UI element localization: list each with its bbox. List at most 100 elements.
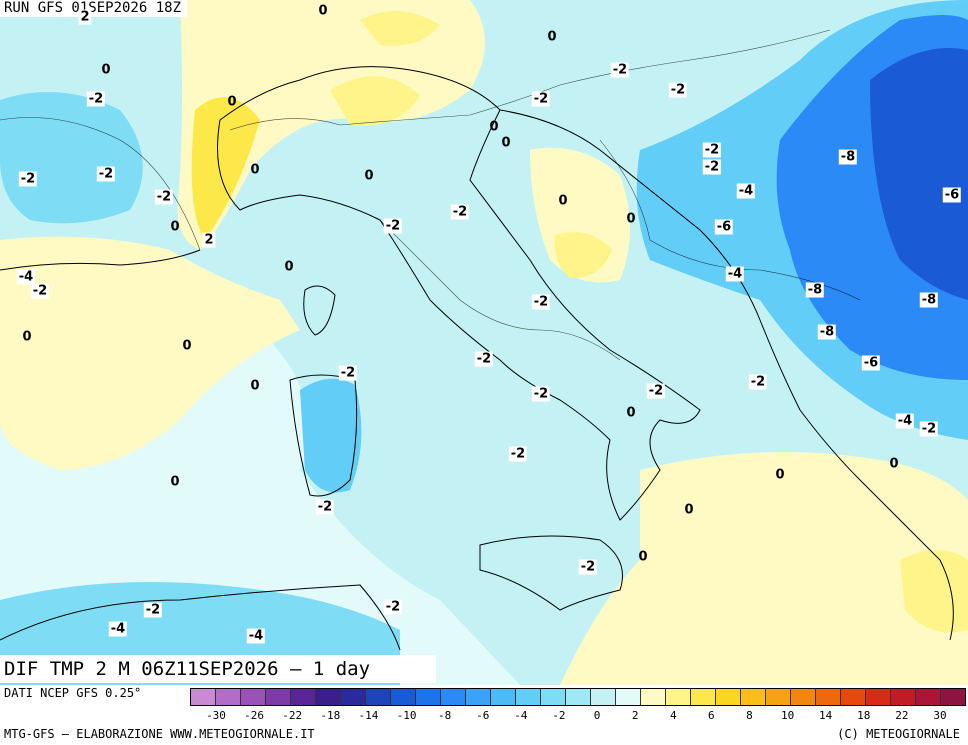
map-value-label: -2 [315, 499, 335, 515]
map-value-label: -2 [748, 374, 768, 390]
color-scale-tick-label: -10 [396, 709, 417, 722]
color-swatch [641, 689, 666, 705]
color-swatch [266, 689, 291, 705]
map-value-label: 0 [547, 29, 557, 45]
positive-core-north2 [360, 11, 440, 46]
credit-left: MTG-GFS — ELABORAZIONE WWW.METEOGIORNALE… [4, 727, 315, 741]
color-scale-tick-label: -6 [476, 709, 490, 722]
color-swatch [191, 689, 216, 705]
map-value-label: 0 [170, 219, 180, 235]
color-scale-tick-label: 2 [631, 709, 639, 722]
color-scale-tick-label: -18 [320, 709, 341, 722]
positive-region-southeast [560, 452, 968, 685]
map-value-label: 0 [170, 474, 180, 490]
map-value-label: -2 [143, 602, 163, 618]
color-scale-tick-label: -8 [438, 709, 452, 722]
color-swatch [816, 689, 841, 705]
map-value-label: 0 [227, 94, 237, 110]
run-label: RUN GFS 01SEP2026 18Z [0, 0, 188, 17]
positive-core-north [330, 76, 420, 126]
map-value-label: -2 [702, 142, 722, 158]
color-scale-tick-label: -26 [244, 709, 265, 722]
color-swatch [541, 689, 566, 705]
map-value-label: 0 [558, 193, 568, 209]
color-scale [190, 688, 966, 706]
color-swatch [441, 689, 466, 705]
map-value-label: -2 [383, 599, 403, 615]
color-scale-ticks: -30 -26 -22 -18 -14 -10 -8 -6 -4 -2 0 2 4 6 8 10 14 18 22 3… [190, 709, 966, 723]
map-value-label: -2 [531, 294, 551, 310]
credit-right: (C) METEOGIORNALE [837, 727, 960, 741]
map-value-label: -8 [817, 324, 837, 340]
color-scale-tick-label: 0 [593, 709, 601, 722]
map-value-label: 0 [501, 135, 511, 151]
color-swatch [491, 689, 516, 705]
map-value-label: 0 [364, 168, 374, 184]
map-value-label: 0 [284, 259, 294, 275]
color-scale-tick-label: 22 [895, 709, 909, 722]
map-value-label: 0 [250, 378, 260, 394]
map-value-label: 0 [775, 467, 785, 483]
map-value-label: -6 [714, 219, 734, 235]
temperature-anomaly-map [0, 0, 968, 685]
color-scale-tick-label: -14 [358, 709, 379, 722]
map-value-label: -2 [383, 218, 403, 234]
color-swatch [741, 689, 766, 705]
map-value-label: -4 [725, 266, 745, 282]
color-swatch [516, 689, 541, 705]
color-swatch [916, 689, 941, 705]
map-value-label: -2 [578, 559, 598, 575]
color-scale-tick-label: -2 [552, 709, 566, 722]
map-value-label: -2 [30, 283, 50, 299]
color-scale-tick-label: 18 [857, 709, 871, 722]
color-scale-tick-label: 14 [819, 709, 833, 722]
positive-region-alps [177, 0, 485, 250]
color-swatch [416, 689, 441, 705]
negative-region-east-deep [870, 48, 968, 300]
map-value-label: 0 [626, 211, 636, 227]
map-value-label: -8 [838, 149, 858, 165]
map-value-label: -2 [531, 386, 551, 402]
negative-region-west-sea [0, 92, 143, 224]
map-value-label: -6 [942, 187, 962, 203]
map-value-label: 0 [889, 456, 899, 472]
map-value-label: -4 [108, 621, 128, 637]
color-swatch [391, 689, 416, 705]
color-swatch [691, 689, 716, 705]
positive-core-adriatic [554, 232, 612, 279]
map-value-label: -4 [246, 628, 266, 644]
map-value-label: 0 [626, 405, 636, 421]
map-value-label: -4 [16, 269, 36, 285]
data-source: DATI NCEP GFS 0.25° [4, 686, 142, 700]
color-scale-tick-label: -4 [514, 709, 528, 722]
positive-region-west [0, 236, 300, 470]
map-value-label: 0 [638, 549, 648, 565]
map-value-label: -2 [338, 365, 358, 381]
map-value-label: -2 [508, 446, 528, 462]
positive-core-greece [900, 550, 968, 633]
map-value-label: -2 [96, 166, 116, 182]
color-scale-tick-label: -22 [282, 709, 303, 722]
map-value-label: -8 [919, 292, 939, 308]
color-swatch [591, 689, 616, 705]
footer: DATI NCEP GFS 0.25° -30 -26 -22 -18 -14 -10 -8… [0, 685, 968, 745]
map-value-label: -8 [805, 282, 825, 298]
color-swatch [316, 689, 341, 705]
map-value-label: 2 [78, 9, 92, 25]
map-value-label: -6 [861, 355, 881, 371]
map-value-label: 0 [489, 119, 499, 135]
map-value-label: 0 [318, 3, 328, 19]
color-swatch [666, 689, 691, 705]
map-value-label: -2 [154, 189, 174, 205]
map-value-label: 0 [101, 62, 111, 78]
color-scale-tick-label: 30 [933, 709, 947, 722]
color-swatch [866, 689, 891, 705]
color-scale-tick-label: 8 [746, 709, 753, 722]
negative-region-sardinia [300, 378, 362, 493]
map-value-label: -2 [702, 159, 722, 175]
map-value-label: -2 [18, 171, 38, 187]
color-scale-tick-label: 6 [708, 709, 715, 722]
color-swatch [766, 689, 791, 705]
color-scale-tick-label: -30 [206, 709, 226, 722]
borders [0, 29, 861, 361]
